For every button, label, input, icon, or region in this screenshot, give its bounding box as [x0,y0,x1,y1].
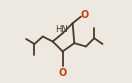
Text: O: O [80,10,88,20]
Text: HN: HN [55,25,67,34]
Text: O: O [59,68,67,78]
